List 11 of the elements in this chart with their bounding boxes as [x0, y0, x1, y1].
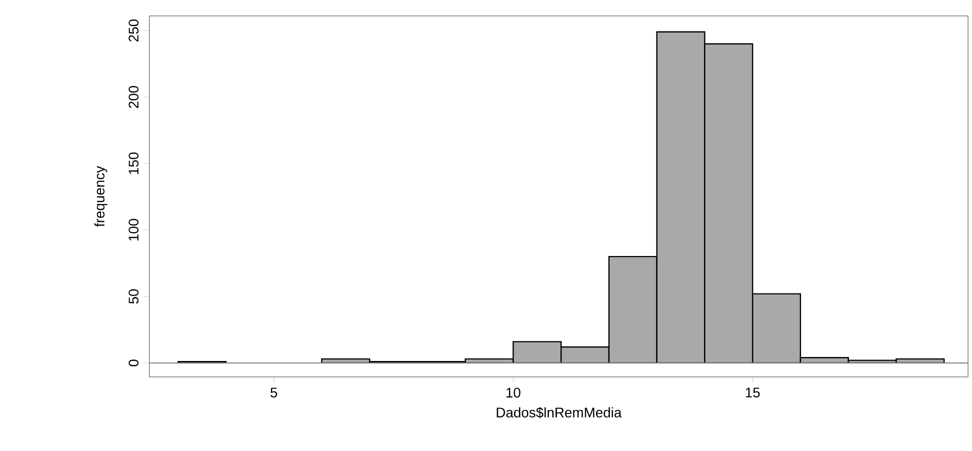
y-tick-label: 200	[128, 86, 139, 108]
y-tick-label: 100	[128, 219, 139, 241]
y-tick-label: 250	[128, 20, 139, 42]
x-tick-label: 15	[746, 388, 760, 398]
x-tick-label: 10	[506, 388, 520, 398]
x-axis-title: Dados$lnRemMedia	[496, 407, 622, 418]
y-tick-label: 50	[128, 289, 139, 304]
x-tick-label: 5	[270, 388, 278, 398]
y-tick-label: 0	[128, 360, 139, 366]
y-tick-label: 150	[128, 152, 139, 174]
y-axis-title: frequency	[94, 166, 108, 227]
